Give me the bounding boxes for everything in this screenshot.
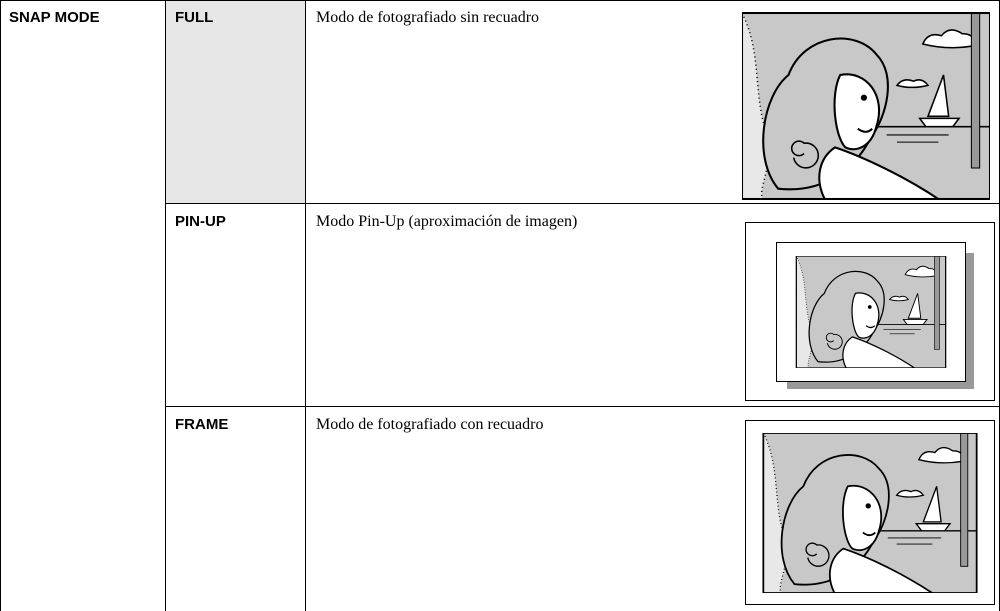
divider: [305, 406, 306, 611]
frame-border: [745, 420, 995, 605]
mode-label: FRAME: [175, 416, 229, 433]
pinup-illustration: [795, 256, 947, 368]
label-cell: [165, 0, 306, 204]
mode-label: PIN-UP: [175, 213, 226, 230]
mode-description: Modo Pin-Up (aproximación de imagen): [316, 213, 578, 230]
mode-label: FULL: [175, 9, 214, 26]
header-cell: [0, 0, 166, 611]
full-illustration: [742, 12, 990, 200]
header-label: SNAP MODE: [9, 9, 100, 26]
pinup-frame: [745, 222, 995, 401]
divider: [305, 203, 306, 407]
mode-description: Modo de fotografiado con recuadro: [316, 416, 544, 433]
mode-description: Modo de fotografiado sin recuadro: [316, 9, 540, 26]
frame-illustration: [762, 433, 978, 593]
